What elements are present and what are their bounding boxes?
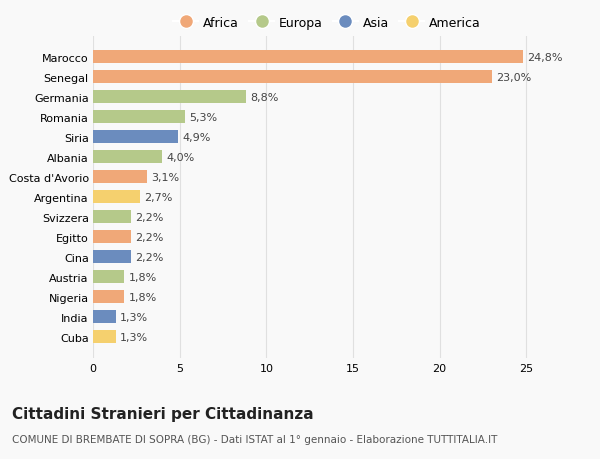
Bar <box>93 311 116 324</box>
Text: 1,3%: 1,3% <box>120 332 148 342</box>
Text: 1,8%: 1,8% <box>128 292 157 302</box>
Bar <box>93 271 124 284</box>
Text: COMUNE DI BREMBATE DI SOPRA (BG) - Dati ISTAT al 1° gennaio - Elaborazione TUTTI: COMUNE DI BREMBATE DI SOPRA (BG) - Dati … <box>12 434 497 444</box>
Bar <box>93 51 523 64</box>
Bar <box>93 171 147 184</box>
Bar <box>93 151 163 164</box>
Text: 2,2%: 2,2% <box>136 252 164 262</box>
Text: 5,3%: 5,3% <box>189 112 217 123</box>
Text: 8,8%: 8,8% <box>250 93 278 103</box>
Bar <box>93 211 131 224</box>
Text: 4,9%: 4,9% <box>182 133 211 143</box>
Text: 1,8%: 1,8% <box>128 272 157 282</box>
Bar <box>93 111 185 124</box>
Bar <box>93 131 178 144</box>
Bar <box>93 71 491 84</box>
Text: Cittadini Stranieri per Cittadinanza: Cittadini Stranieri per Cittadinanza <box>12 406 314 421</box>
Legend: Africa, Europa, Asia, America: Africa, Europa, Asia, America <box>170 14 484 32</box>
Text: 24,8%: 24,8% <box>527 53 563 63</box>
Bar <box>93 291 124 303</box>
Bar <box>93 191 140 204</box>
Bar <box>93 231 131 244</box>
Text: 2,2%: 2,2% <box>136 213 164 222</box>
Text: 1,3%: 1,3% <box>120 312 148 322</box>
Text: 2,2%: 2,2% <box>136 232 164 242</box>
Text: 4,0%: 4,0% <box>167 152 195 162</box>
Text: 2,7%: 2,7% <box>144 192 173 202</box>
Bar <box>93 251 131 263</box>
Bar <box>93 330 116 343</box>
Text: 23,0%: 23,0% <box>496 73 531 83</box>
Bar <box>93 91 245 104</box>
Text: 3,1%: 3,1% <box>151 173 179 182</box>
